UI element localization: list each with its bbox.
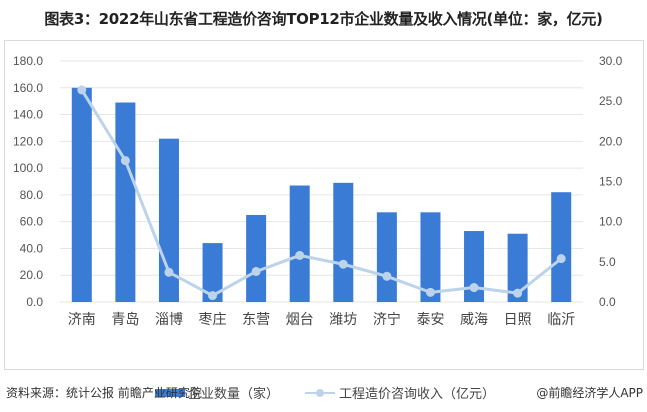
- left-axis-tick: 40.0: [20, 241, 44, 255]
- x-axis-label: 烟台: [286, 312, 314, 328]
- revenue-line: [80, 89, 563, 298]
- bar-日照: [507, 233, 528, 302]
- revenue-point-淄博: [164, 267, 174, 277]
- x-axis-label: 临沂: [547, 312, 575, 328]
- revenue-point-枣庄: [208, 291, 218, 301]
- legend-bar-swatch: [155, 388, 185, 397]
- credit-note: @前瞻经济学人APP: [536, 386, 643, 400]
- left-axis-tick: 0.0: [26, 295, 43, 309]
- right-axis-tick: 20.0: [599, 134, 623, 148]
- bar-东营: [246, 214, 267, 302]
- x-axis-label: 济宁: [373, 311, 401, 328]
- x-axis-label: 潍坊: [329, 312, 357, 328]
- revenue-point-潍坊: [338, 259, 348, 269]
- legend-bar-label: 企业数量（家）: [188, 387, 280, 402]
- left-axis-tick: 120.0: [13, 134, 43, 148]
- legend-line-item: 工程造价咨询收入（亿元）: [305, 383, 495, 402]
- x-axis-label: 泰安: [416, 312, 444, 328]
- right-axis-tick: 15.0: [599, 175, 623, 189]
- x-axis-label: 青岛: [111, 312, 139, 328]
- chart-frame: 0.0 20.0 40.0 60.0 80.0 100.0 120.0 140.0 160.0 1…: [4, 40, 644, 402]
- right-axis-tick: 25.0: [599, 94, 623, 108]
- x-axis-label: 淄博: [155, 311, 183, 328]
- right-axis-tick: 10.0: [599, 215, 623, 229]
- left-axis-tick: 160.0: [13, 81, 43, 95]
- revenue-point-日照: [513, 288, 523, 298]
- right-axis-tick: 5.0: [599, 255, 616, 269]
- left-axis-tick: 140.0: [13, 108, 43, 122]
- x-axis-label: 日照: [504, 312, 532, 328]
- right-axis-tick: 0.0: [599, 295, 616, 309]
- bar-潍坊: [333, 182, 354, 302]
- left-axis-tick: 60.0: [20, 215, 44, 229]
- revenue-point-济南: [77, 85, 87, 95]
- left-axis-tick: 80.0: [20, 188, 44, 202]
- combo-chart: 0.0 20.0 40.0 60.0 80.0 100.0 120.0 140.0 160.0 1…: [13, 54, 623, 328]
- bar-青岛: [115, 102, 136, 302]
- bar-威海: [464, 231, 485, 302]
- chart-title: 图表3：2022年山东省工程造价咨询TOP12市企业数量及收入情况(单位：家，亿…: [44, 10, 603, 28]
- revenue-point-临沂: [556, 254, 566, 264]
- left-axis-tick: 180.0: [13, 54, 43, 68]
- bar-泰安: [420, 212, 441, 302]
- left-axis-tick: 20.0: [20, 268, 44, 282]
- left-axis-tick: 100.0: [13, 161, 43, 175]
- bar-枣庄: [202, 243, 223, 302]
- right-axis-tick: 30.0: [599, 54, 623, 68]
- bar-烟台: [289, 185, 310, 302]
- revenue-point-济宁: [382, 271, 392, 281]
- legend-bar-item: 企业数量（家）: [155, 383, 279, 402]
- revenue-point-威海: [469, 283, 479, 293]
- source-note: 资料来源：统计公报 前瞻产业研究院: [6, 386, 202, 400]
- bar-济南: [71, 87, 92, 303]
- legend-line-swatch: [305, 388, 335, 397]
- legend-line-label: 工程造价咨询收入（亿元）: [339, 387, 496, 402]
- revenue-point-东营: [251, 266, 261, 276]
- x-axis-label: 东营: [242, 312, 270, 328]
- revenue-point-泰安: [425, 287, 435, 297]
- bar-济宁: [376, 212, 397, 302]
- revenue-point-烟台: [295, 250, 305, 260]
- x-axis-label: 济南: [68, 312, 96, 328]
- bar-临沂: [551, 192, 572, 302]
- x-axis-label: 枣庄: [199, 311, 227, 328]
- revenue-point-青岛: [120, 156, 130, 166]
- x-axis-label: 威海: [460, 312, 488, 328]
